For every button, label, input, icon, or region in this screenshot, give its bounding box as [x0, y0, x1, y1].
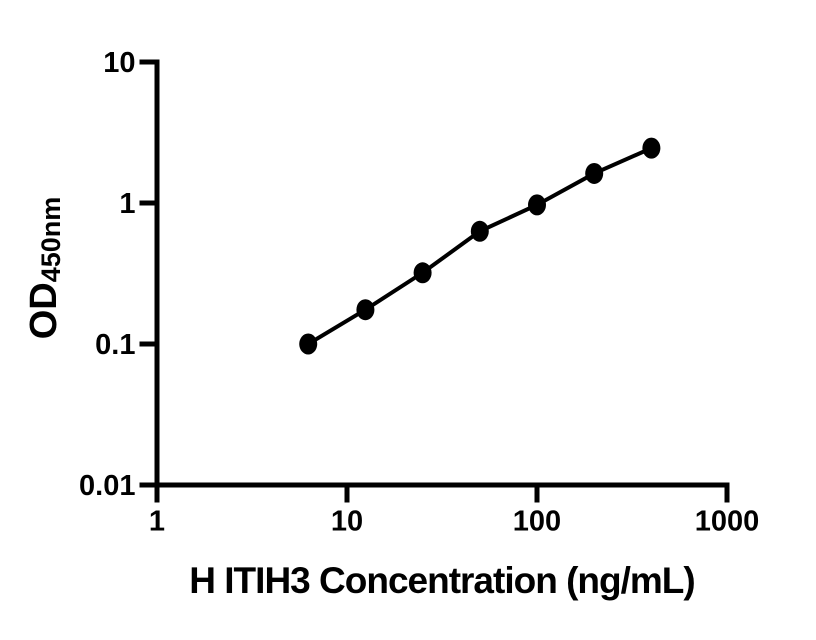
data-point-marker	[642, 137, 661, 159]
y-tick-label: 0.1	[95, 329, 135, 361]
y-tick-label: 0.01	[79, 470, 135, 502]
x-tick-label: 10	[331, 506, 363, 538]
x-axis-title: H ITIH3 Concentration (ng/mL)	[189, 560, 695, 601]
data-point-marker	[528, 194, 546, 216]
data-point-marker	[585, 162, 604, 184]
y-tick-label: 1	[119, 188, 135, 220]
y-axis-title-subscript: 450nm	[36, 196, 66, 283]
x-tick-label: 1	[149, 506, 165, 538]
x-tick-label: 1000	[695, 506, 760, 538]
x-tick-label: 100	[513, 506, 561, 538]
data-point-marker	[470, 220, 489, 242]
y-axis-title: OD450nm	[23, 197, 67, 340]
data-point-marker	[413, 262, 432, 284]
y-tick-label: 10	[103, 47, 135, 79]
y-axis-title-main: OD	[23, 282, 65, 340]
data-point-marker	[356, 299, 375, 321]
data-point-marker	[299, 333, 318, 355]
